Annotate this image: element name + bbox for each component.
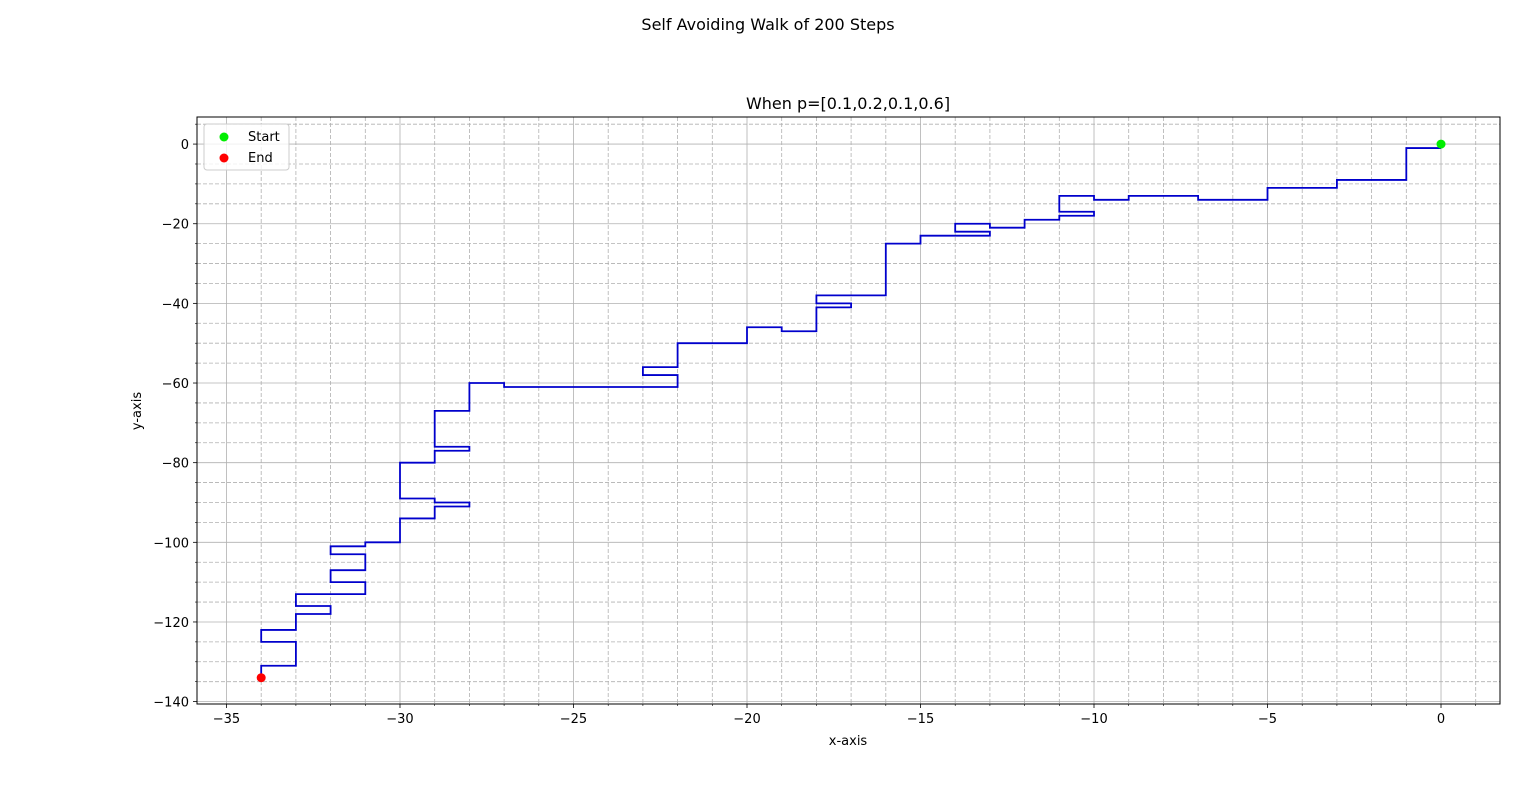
axes-title: When p=[0.1,0.2,0.1,0.6] (746, 94, 950, 113)
x-tick-label: −20 (733, 712, 760, 727)
legend-start-label: Start (248, 130, 280, 145)
end-point (256, 673, 266, 683)
y-tick-label: −120 (153, 616, 189, 631)
y-axis-label: y-axis (130, 392, 145, 430)
legend-start-marker (219, 132, 229, 142)
axes-frame (196, 116, 1501, 705)
legend-end-label: End (248, 151, 273, 166)
start-point (1436, 139, 1446, 149)
x-tick-label: −25 (560, 712, 587, 727)
y-tick-label: −100 (153, 536, 189, 551)
y-tick-label: −60 (162, 377, 189, 392)
y-axis-ticks: 0 −20 −40 −60 −80 −100 −120 −140 (153, 123, 197, 711)
x-tick-label: −30 (386, 712, 413, 727)
major-grid (197, 117, 1500, 704)
y-tick-label: −40 (162, 297, 189, 312)
minor-grid (197, 117, 1500, 704)
y-tick-label: −80 (162, 457, 189, 472)
y-tick-label: 0 (181, 138, 189, 153)
figure-suptitle: Self Avoiding Walk of 200 Steps (641, 15, 894, 34)
x-tick-label: −5 (1258, 712, 1277, 727)
plot-area (256, 139, 1446, 683)
y-tick-label: −20 (162, 218, 189, 233)
x-axis-label: x-axis (829, 734, 868, 749)
walk-path (260, 147, 1442, 678)
legend-end-marker (219, 153, 229, 163)
y-tick-label: −140 (153, 696, 189, 711)
x-tick-label: −35 (213, 712, 240, 727)
x-tick-label: 0 (1437, 712, 1445, 727)
x-axis-ticks: −35 −30 −25 −20 −15 −10 −5 0 (213, 704, 1477, 727)
x-tick-label: −10 (1080, 712, 1107, 727)
x-tick-label: −15 (907, 712, 934, 727)
legend: Start End (203, 123, 290, 171)
